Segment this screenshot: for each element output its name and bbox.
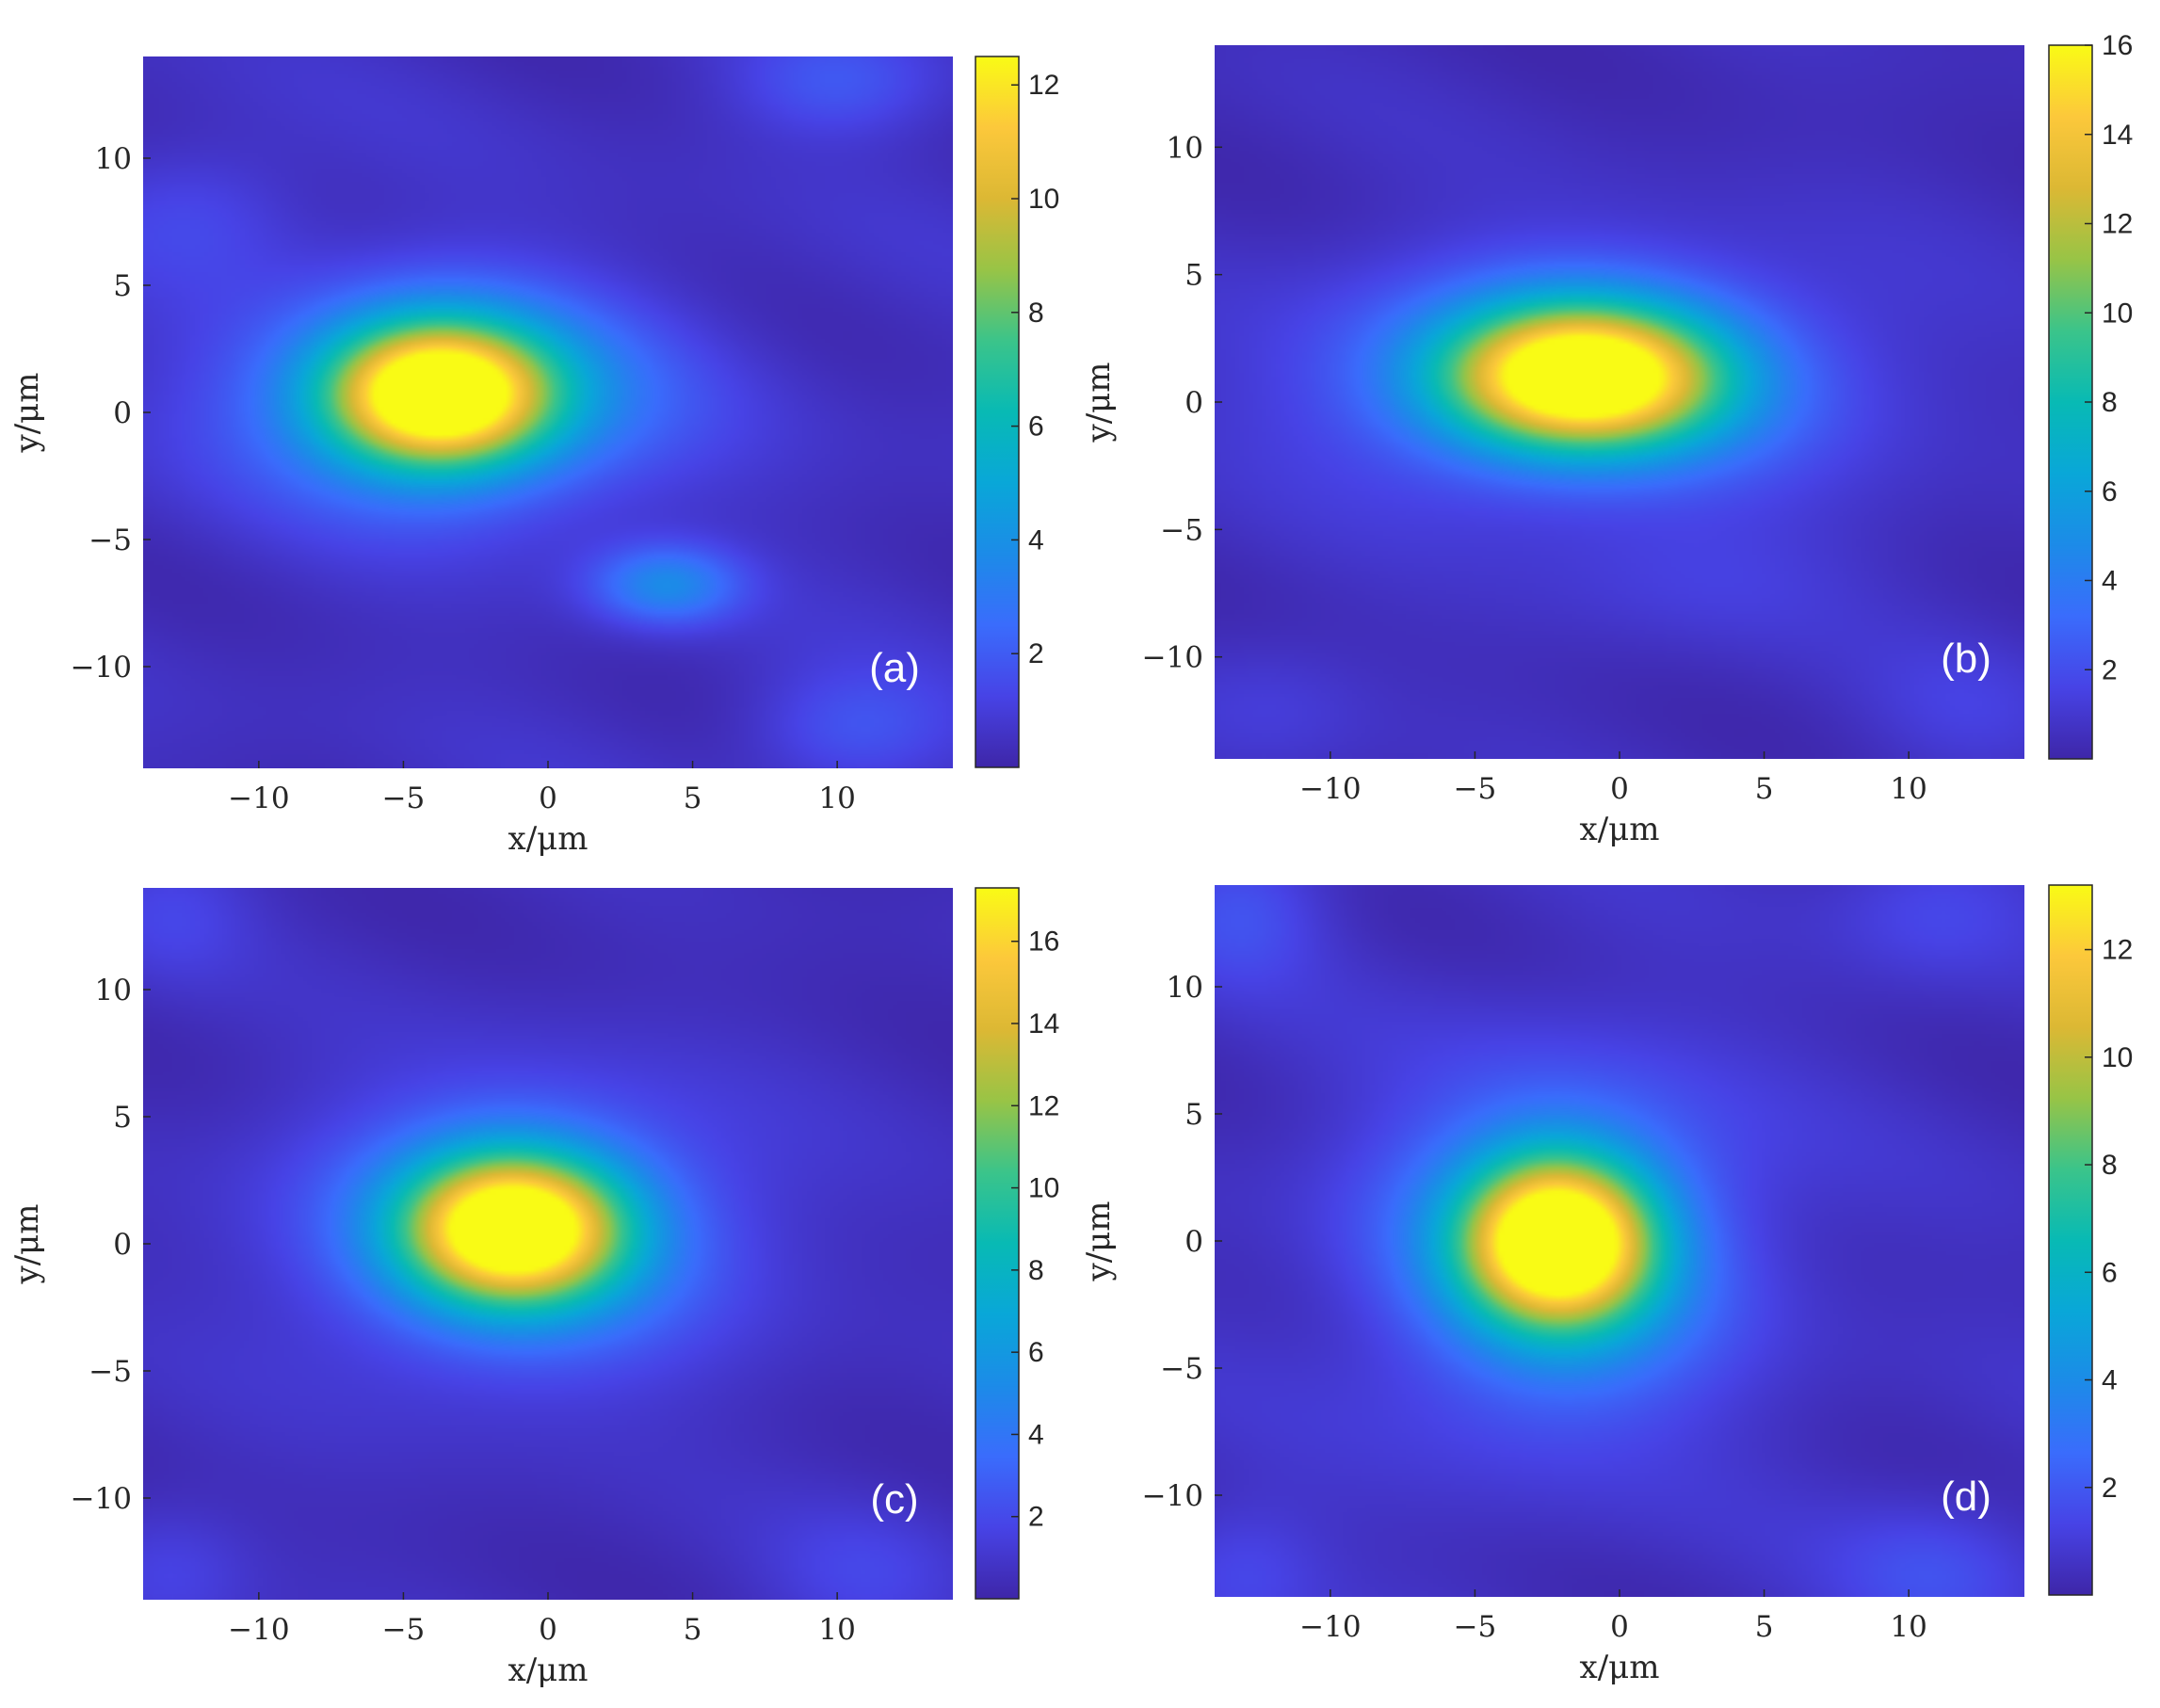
y-tick-label: 10 (95, 974, 132, 1007)
panel-d: −10 −5 0 5 10 10 5 0 −5 −10 x/μm y/μm (d) 2 4 6 8 10 12 (1080, 884, 2133, 1686)
x-tick-label: −10 (228, 1613, 289, 1647)
colorbar-tick-label: 8 (1028, 298, 1044, 329)
colorbar (2048, 884, 2093, 1596)
colorbar-tick-label: 6 (2102, 1257, 2118, 1288)
colorbar-tick-label: 16 (2102, 30, 2133, 61)
x-tick-label: 0 (539, 1613, 557, 1647)
y-tick-label: −5 (1160, 513, 1203, 547)
colorbar-tick-label: 2 (2102, 1473, 2118, 1504)
y-tick-label: 10 (1167, 131, 1203, 165)
x-tick-label: 0 (1610, 1610, 1629, 1644)
colorbar-tick-label: 10 (2102, 298, 2133, 329)
panel-c: −10 −5 0 5 10 10 5 0 −5 −10 x/μm y/μm (c) 2 4 6 8 10 12 14 1… (8, 887, 1059, 1689)
y-tick-label: −10 (71, 1482, 132, 1516)
colorbar-tick-label: 14 (1028, 1008, 1059, 1039)
x-tick-label: −5 (382, 781, 426, 815)
y-tick-label: 5 (1185, 1098, 1203, 1132)
y-tick-label: 5 (113, 1101, 132, 1135)
x-axis-label: x/μm (508, 1652, 588, 1689)
x-axis-label: x/μm (508, 820, 588, 858)
heatmap-image (143, 888, 953, 1600)
y-tick-label: −5 (89, 1355, 132, 1389)
x-tick-label: 0 (1610, 772, 1629, 806)
x-tick-label: −10 (1299, 772, 1361, 806)
colorbar-tick-label: 2 (2102, 654, 2118, 685)
y-tick-label: −10 (1142, 641, 1203, 675)
y-tick-label: −10 (1142, 1479, 1203, 1513)
panel-a: −10 −5 0 5 10 10 5 0 −5 −10 x/μm y/μm (a) 2 4 6 8 10 12 (8, 56, 1059, 858)
x-axis-label: x/μm (1580, 1649, 1660, 1686)
panel-label: (c) (870, 1476, 918, 1523)
colorbar-tick-label: 12 (1028, 1090, 1059, 1121)
colorbar-tick-label: 2 (1028, 638, 1044, 669)
x-tick-label: −5 (1454, 772, 1497, 806)
colorbar-tick-label: 4 (1028, 1419, 1044, 1450)
panel-label: (b) (1941, 636, 1991, 682)
panel-label: (d) (1941, 1474, 1991, 1520)
x-tick-label: −10 (1299, 1610, 1361, 1644)
panel-b: −10 −5 0 5 10 10 5 0 −5 −10 x/μm y/μm (b) 2 4 6 8 10 12 14 1… (1080, 30, 2133, 848)
colorbar-tick-label: 8 (2102, 1150, 2118, 1181)
colorbar-tick-label: 6 (1028, 1337, 1044, 1368)
panel-label: (a) (869, 645, 920, 691)
colorbar-tick-label: 10 (1028, 184, 1059, 215)
x-tick-label: 10 (818, 781, 855, 815)
colorbar-tick-label: 10 (1028, 1173, 1059, 1204)
x-tick-label: 10 (1890, 772, 1926, 806)
colorbar-tick-label: 4 (2102, 1365, 2118, 1396)
x-tick-label: 5 (1755, 772, 1774, 806)
y-tick-label: 5 (113, 269, 132, 303)
x-tick-label: −5 (1454, 1610, 1497, 1644)
y-axis-label: y/μm (8, 1204, 46, 1285)
x-tick-label: −5 (382, 1613, 426, 1647)
colorbar-tick-label: 10 (2102, 1042, 2133, 1073)
x-tick-label: 5 (684, 1613, 702, 1647)
colorbar-tick-label: 12 (2102, 935, 2133, 966)
x-tick-label: 5 (684, 781, 702, 815)
y-tick-label: 0 (113, 1228, 132, 1262)
y-tick-label: −5 (89, 524, 132, 557)
heatmap-image (1215, 45, 2024, 759)
colorbar-tick-label: 16 (1028, 927, 1059, 958)
y-tick-label: 0 (1185, 1225, 1203, 1259)
x-tick-label: −10 (228, 781, 289, 815)
y-tick-label: −10 (71, 651, 132, 685)
colorbar-tick-label: 6 (1028, 411, 1044, 443)
colorbar-tick-label: 2 (1028, 1502, 1044, 1533)
y-tick-label: 10 (1167, 971, 1203, 1005)
y-axis-label: y/μm (8, 373, 46, 454)
x-tick-label: 5 (1755, 1610, 1774, 1644)
colorbar-tick-label: 12 (1028, 70, 1059, 101)
x-tick-label: 10 (1890, 1610, 1926, 1644)
heatmap-image (143, 56, 953, 768)
colorbar-tick-label: 12 (2102, 209, 2133, 240)
y-axis-label: y/μm (1080, 363, 1118, 443)
y-tick-label: −5 (1160, 1352, 1203, 1386)
colorbar-tick-label: 4 (1028, 524, 1044, 556)
colorbar-tick-label: 14 (2102, 120, 2133, 151)
y-tick-label: 0 (1185, 386, 1203, 420)
x-tick-label: 10 (818, 1613, 855, 1647)
heatmap-image (1215, 885, 2024, 1597)
y-axis-label: y/μm (1080, 1201, 1118, 1282)
x-tick-label: 0 (539, 781, 557, 815)
colorbar (975, 56, 1020, 768)
y-tick-label: 5 (1185, 259, 1203, 293)
y-tick-label: 0 (113, 396, 132, 430)
x-axis-label: x/μm (1580, 811, 1660, 848)
colorbar-tick-label: 6 (2102, 476, 2118, 508)
y-tick-label: 10 (95, 142, 132, 176)
colorbar-tick-label: 8 (2102, 387, 2118, 418)
colorbar-tick-label: 8 (1028, 1255, 1044, 1286)
colorbar-tick-label: 4 (2102, 566, 2118, 597)
colorbar (975, 887, 1020, 1600)
